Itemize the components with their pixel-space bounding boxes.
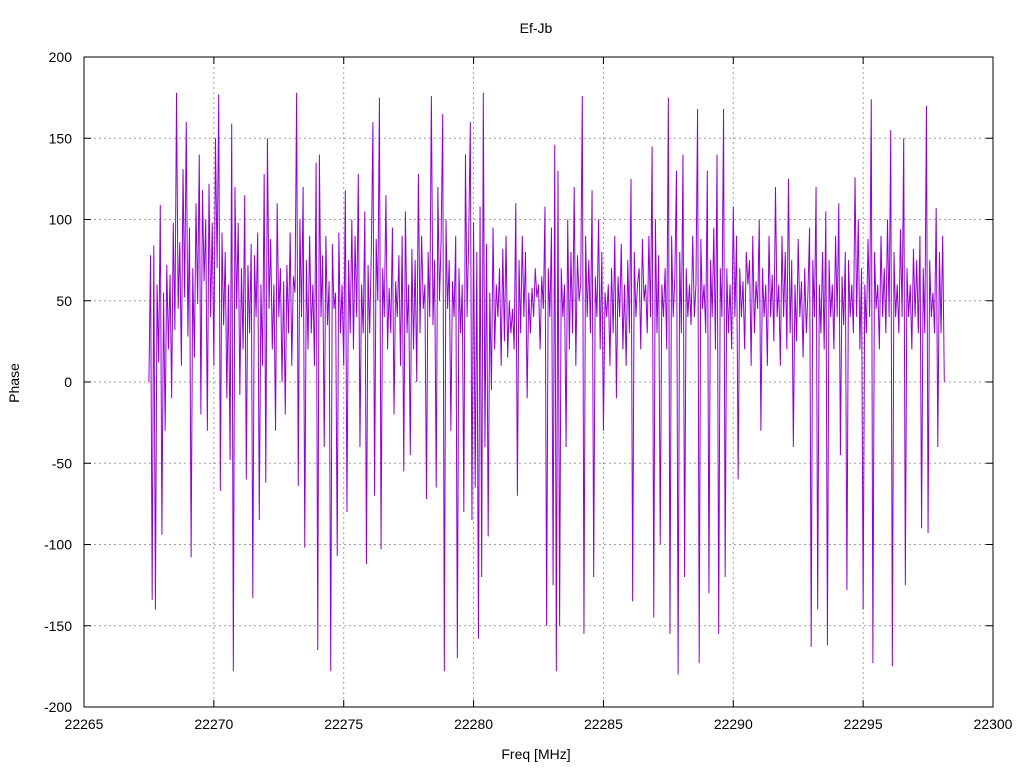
tick-marks [83,56,994,708]
x-tick-label: 22290 [714,716,753,732]
y-tick-label: 50 [56,293,72,309]
y-tick-labels: -200 -150 -100 -50 0 50 100 150 200 [44,49,72,715]
x-tick-label: 22275 [324,716,363,732]
y-tick-label: -150 [44,618,72,634]
series-layer [148,92,945,675]
x-tick-label: 22285 [584,716,623,732]
x-tick-label: 22270 [194,716,233,732]
chart-title: Ef-Jb [520,20,553,36]
y-axis-title: Phase [6,363,22,403]
y-tick-label: -100 [44,537,72,553]
y-tick-label: -50 [52,455,72,471]
x-tick-label: 22295 [844,716,883,732]
y-tick-label: 150 [49,130,73,146]
x-tick-labels: 22265 22270 22275 22280 22285 22290 22295 22300 [65,716,1013,732]
x-tick-label: 22300 [974,716,1013,732]
x-tick-label: 22280 [454,716,493,732]
series-line [148,92,945,675]
x-axis-title: Freq [MHz] [501,746,570,762]
y-tick-label: 100 [49,212,73,228]
y-tick-label: -200 [44,699,72,715]
x-tick-label: 22265 [65,716,104,732]
y-tick-label: 0 [64,374,72,390]
y-tick-label: 200 [49,49,73,65]
